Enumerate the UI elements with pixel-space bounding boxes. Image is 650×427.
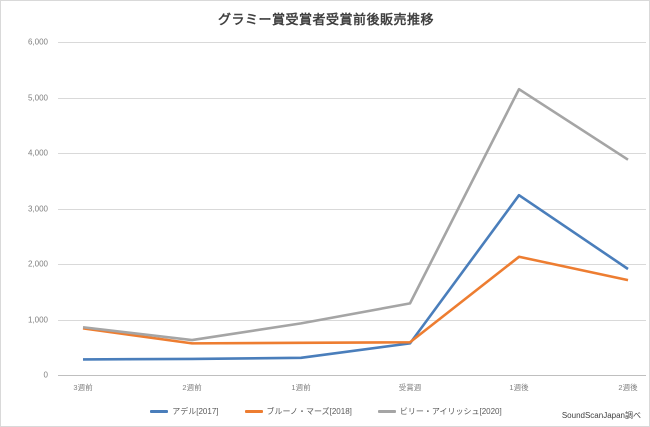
- legend-swatch-icon: [150, 410, 169, 413]
- y-axis-tick-label: 5,000: [27, 93, 48, 102]
- chart-title: グラミー賞受賞者受賞前後販売推移: [217, 12, 434, 27]
- x-axis-tick-label: 3週前: [73, 383, 93, 392]
- gridline: [58, 153, 646, 154]
- gridline: [58, 319, 646, 321]
- gridline: [58, 42, 646, 43]
- legend-item[interactable]: ブルーノ・マーズ[2018]: [244, 406, 352, 417]
- legend-swatch-icon: [244, 410, 263, 413]
- legend-swatch-icon: [377, 410, 396, 413]
- y-axis-tick-label: 1,000: [27, 315, 48, 324]
- source-note: SoundScanJapan調べ: [561, 411, 641, 420]
- series-line: [82, 255, 629, 345]
- plot-area: 0 1,000 2,000 3,000 4,000 5,000 6,000 3週前 2週前 1週…: [28, 38, 646, 392]
- legend-item[interactable]: アデル[2017]: [150, 406, 219, 417]
- chart-legend: アデル[2017] ブルーノ・マーズ[2018] ビリー・アイリッシュ[2020]: [1, 406, 650, 417]
- x-axis-tick-label: 受賞週: [398, 383, 422, 392]
- y-axis-tick-label: 0: [43, 370, 48, 380]
- series-line: [82, 193, 629, 361]
- y-axis-tick-label: 2,000: [27, 259, 48, 269]
- gridline: [58, 264, 646, 265]
- legend-label: ブルーノ・マーズ[2018]: [266, 407, 352, 416]
- legend-label: アデル[2017]: [172, 407, 219, 416]
- x-axis-tick-label: 1週前: [291, 383, 311, 392]
- legend-label: ビリー・アイリッシュ[2020]: [399, 407, 502, 416]
- y-axis-tick-label: 3,000: [27, 204, 48, 213]
- legend-item[interactable]: ビリー・アイリッシュ[2020]: [377, 406, 502, 417]
- y-axis-tick-label: 6,000: [27, 37, 48, 47]
- x-axis-tick-label: 1週後: [509, 383, 529, 392]
- series-line: [82, 87, 629, 342]
- y-axis-tick-label: 4,000: [27, 148, 48, 158]
- x-axis-tick-label: 2週前: [182, 383, 202, 392]
- series-lines: [82, 87, 629, 361]
- x-axis-line: [58, 375, 646, 376]
- x-axis-tick-label: 2週後: [618, 383, 638, 392]
- gridline: [58, 97, 646, 99]
- gridline: [58, 208, 646, 210]
